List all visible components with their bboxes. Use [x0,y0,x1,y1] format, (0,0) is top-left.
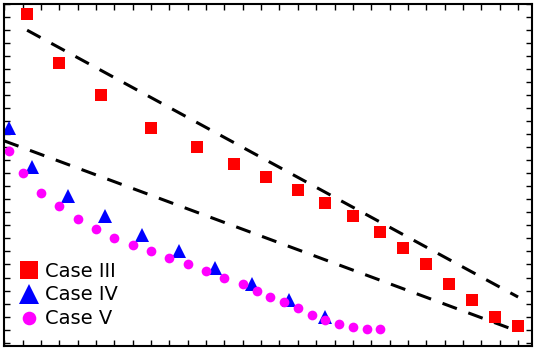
Case III [515,324,522,328]
Case V [56,204,62,208]
Case V [281,300,287,304]
Line: Case V: Case V [4,146,385,334]
Case V [93,226,99,231]
Case IV [175,249,182,253]
Case V [129,243,136,247]
Case V [363,327,370,331]
Case III [377,230,384,234]
Legend: Case III, Case IV, Case V: Case III, Case IV, Case V [14,254,125,336]
Case III [349,214,356,218]
Case V [308,313,315,317]
Case III [295,188,301,192]
Case V [377,327,384,331]
Case III [423,262,429,267]
Case V [221,275,228,280]
Case IV [28,165,35,169]
Case III [98,93,104,97]
Case IV [322,314,329,318]
Case V [148,249,154,253]
Case V [38,191,44,195]
Case III [492,314,498,318]
Case IV [212,266,219,270]
Case V [336,322,343,327]
Case III [230,161,237,166]
Case III [148,126,154,130]
Case V [75,217,81,221]
Case V [295,306,301,310]
Case IV [65,194,72,198]
Case V [166,256,173,260]
Case V [5,148,12,153]
Case IV [5,126,12,130]
Case V [184,262,191,267]
Case V [349,325,356,329]
Case III [24,12,31,16]
Case III [446,282,452,286]
Case V [111,236,117,240]
Case III [193,145,200,149]
Case V [254,288,260,293]
Case IV [249,282,255,286]
Case III [56,61,62,65]
Case V [267,295,273,299]
Case III [469,298,475,302]
Case V [240,282,246,286]
Case V [203,269,209,273]
Case III [322,201,329,205]
Case V [322,318,329,323]
Line: Case III: Case III [21,8,524,332]
Case V [19,171,26,175]
Case IV [139,233,145,237]
Case III [400,246,407,250]
Case IV [102,214,108,218]
Line: Case IV: Case IV [2,121,332,323]
Case IV [286,298,292,302]
Case III [263,175,269,179]
